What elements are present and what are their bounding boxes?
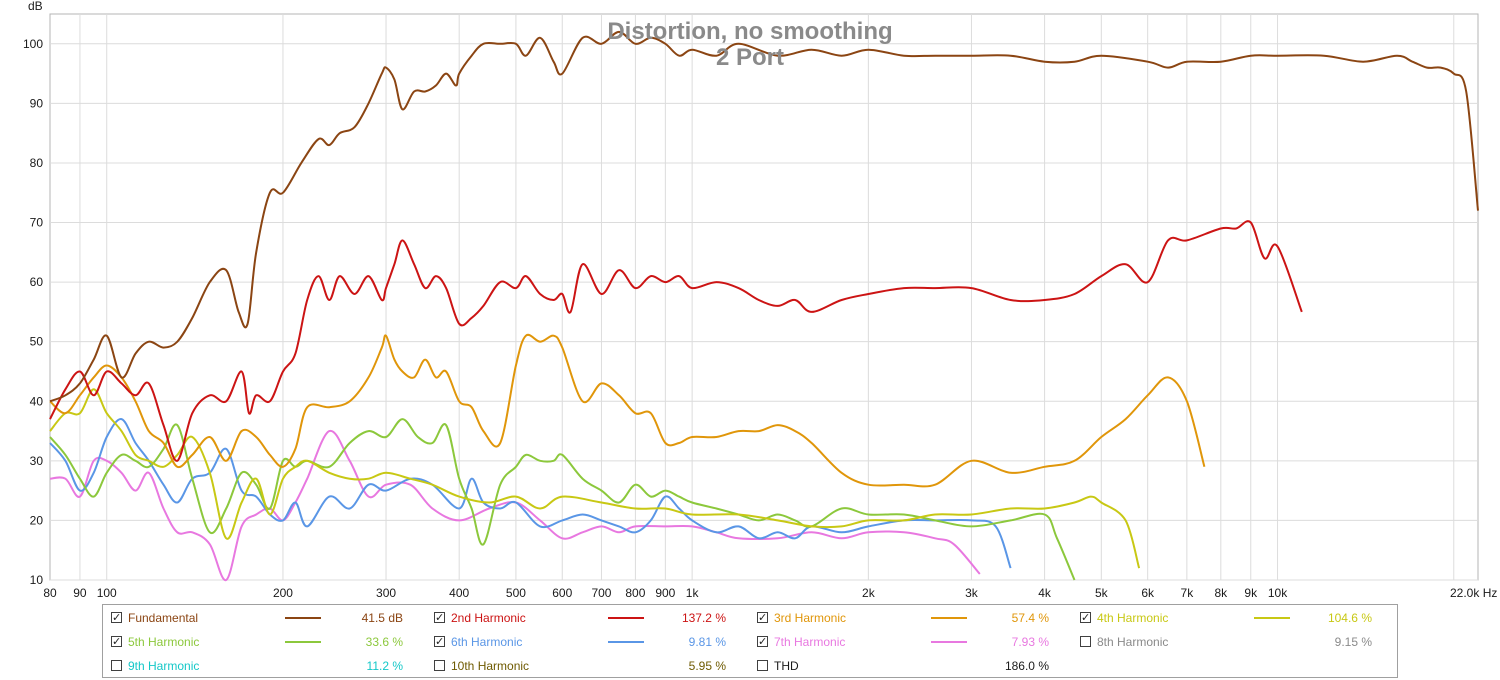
- series-line-3rd-harmonic: [49, 333, 1206, 488]
- legend-label: THD: [774, 659, 799, 673]
- legend-value: 33.6 %: [365, 635, 403, 649]
- legend-checkbox-3rd-harmonic[interactable]: [757, 609, 768, 627]
- x-tick-label: 300: [376, 586, 396, 600]
- grid-lines: [50, 14, 1478, 581]
- legend-label: 7th Harmonic: [774, 635, 846, 649]
- legend-checkbox-8th-harmonic[interactable]: [1080, 636, 1091, 647]
- legend-checkbox-6th-harmonic[interactable]: [434, 633, 445, 651]
- legend-value: 137.2 %: [681, 611, 726, 625]
- legend-checkbox-2nd-harmonic[interactable]: [434, 609, 445, 627]
- legend-label: Fundamental: [128, 611, 199, 625]
- tick-labels: 80 90 100 200 300 400 500 600 700 800 900 1k 2k 3k 4k 5…: [23, 37, 1497, 600]
- y-tick-label: 60: [30, 275, 44, 289]
- x-tick-label: 9k: [1244, 586, 1258, 600]
- legend-value: 41.5 dB: [361, 611, 403, 625]
- legend-item-8th-harmonic: 8th Harmonic 9.15 %: [1080, 633, 1380, 651]
- y-tick-label: 50: [30, 335, 44, 349]
- legend-checkbox-fundamental[interactable]: [111, 609, 122, 627]
- legend-item-7th-harmonic: 7th Harmonic 7.93 %: [757, 633, 1057, 651]
- legend-checkbox-7th-harmonic[interactable]: [757, 633, 768, 651]
- y-tick-label: 70: [30, 216, 44, 230]
- distortion-chart: dB 80 90 100 200 300 400 500 600 700 800 900 1k 2k 3k…: [23, 0, 1497, 600]
- legend-value: 7.93 %: [1011, 635, 1049, 649]
- x-tick-label: 7k: [1181, 586, 1195, 600]
- x-tick-label: 6k: [1141, 586, 1155, 600]
- legend-checkbox-4th-harmonic[interactable]: [1080, 609, 1091, 627]
- legend-checkbox-5th-harmonic[interactable]: [111, 633, 122, 651]
- x-tick-label: 500: [506, 586, 526, 600]
- legend-value: 9.81 %: [688, 635, 726, 649]
- legend-value: 11.2 %: [366, 659, 403, 673]
- series-line-7th-harmonic: [49, 430, 981, 582]
- legend-swatch: [285, 617, 321, 619]
- legend-label: 5th Harmonic: [128, 635, 200, 649]
- x-tick-label: 800: [625, 586, 645, 600]
- series-line-6th-harmonic: [49, 418, 1012, 569]
- legend-item-3rd-harmonic: 3rd Harmonic 57.4 %: [757, 609, 1057, 627]
- series-line-4th-harmonic: [49, 388, 1141, 569]
- legend-item-9th-harmonic: 9th Harmonic 11.2 %: [111, 657, 411, 675]
- plot-area: [49, 13, 1479, 581]
- legend-swatch: [608, 617, 644, 619]
- x-tick-label: 600: [552, 586, 572, 600]
- legend-item-4th-harmonic: 4th Harmonic 104.6 %: [1080, 609, 1380, 627]
- y-axis-label: dB: [28, 0, 43, 13]
- x-tick-label: 2k: [862, 586, 876, 600]
- x-tick-label: 100: [97, 586, 117, 600]
- legend-item-6th-harmonic: 6th Harmonic 9.81 %: [434, 633, 734, 651]
- chart-title: Distortion, no smoothing: [607, 18, 892, 45]
- y-tick-label: 40: [30, 394, 44, 408]
- x-tick-label: 200: [273, 586, 293, 600]
- legend-swatch: [1254, 617, 1290, 619]
- legend-checkbox-9th-harmonic[interactable]: [111, 660, 122, 671]
- x-tick-label: 90: [73, 586, 87, 600]
- x-tick-label: 80: [43, 586, 57, 600]
- legend-checkbox-thd[interactable]: [757, 660, 768, 671]
- series-line-fundamental: [49, 30, 1479, 403]
- legend-label: 10th Harmonic: [451, 659, 530, 673]
- y-tick-label: 80: [30, 156, 44, 170]
- x-tick-label: 4k: [1038, 586, 1052, 600]
- legend-item-10th-harmonic: 10th Harmonic 5.95 %: [434, 657, 734, 675]
- legend-swatch: [608, 641, 644, 643]
- legend-item-5th-harmonic: 5th Harmonic 33.6 %: [111, 633, 411, 651]
- x-tick-label: 1k: [686, 586, 700, 600]
- legend-label: 2nd Harmonic: [451, 611, 526, 625]
- x-tick-label: 900: [655, 586, 675, 600]
- legend-value: 9.15 %: [1334, 635, 1372, 649]
- legend-value: 57.4 %: [1011, 611, 1049, 625]
- legend-item-2nd-harmonic: 2nd Harmonic 137.2 %: [434, 609, 734, 627]
- chart-subtitle: 2 Port: [716, 44, 784, 71]
- x-tick-label: 22.0k Hz: [1450, 586, 1497, 600]
- legend-value: 5.95 %: [688, 659, 726, 673]
- y-tick-label: 90: [30, 96, 44, 110]
- legend-swatch: [931, 641, 967, 643]
- y-tick-label: 20: [30, 513, 44, 527]
- legend: Fundamental 41.5 dB 2nd Harmonic 137.2 % 3rd…: [102, 604, 1398, 678]
- y-tick-label: 100: [23, 37, 43, 51]
- x-tick-label: 8k: [1214, 586, 1228, 600]
- x-tick-label: 10k: [1268, 586, 1288, 600]
- legend-label: 9th Harmonic: [128, 659, 200, 673]
- x-tick-label: 700: [591, 586, 611, 600]
- legend-swatch: [931, 617, 967, 619]
- legend-checkbox-10th-harmonic[interactable]: [434, 660, 445, 671]
- y-tick-label: 10: [30, 573, 44, 587]
- legend-item-thd: THD 186.0 %: [757, 657, 1057, 675]
- x-tick-label: 400: [449, 586, 469, 600]
- legend-label: 4th Harmonic: [1097, 611, 1169, 625]
- x-tick-label: 3k: [965, 586, 979, 600]
- legend-value: 104.6 %: [1327, 611, 1372, 625]
- legend-label: 6th Harmonic: [451, 635, 523, 649]
- x-tick-label: 5k: [1095, 586, 1109, 600]
- legend-label: 8th Harmonic: [1097, 635, 1169, 649]
- legend-label: 3rd Harmonic: [774, 611, 847, 625]
- y-tick-label: 30: [30, 454, 44, 468]
- series-line-2nd-harmonic: [49, 220, 1303, 462]
- legend-item-fundamental: Fundamental 41.5 dB: [111, 609, 411, 627]
- series-group: [49, 30, 1479, 582]
- legend-swatch: [285, 641, 321, 643]
- legend-value: 186.0 %: [1004, 659, 1049, 673]
